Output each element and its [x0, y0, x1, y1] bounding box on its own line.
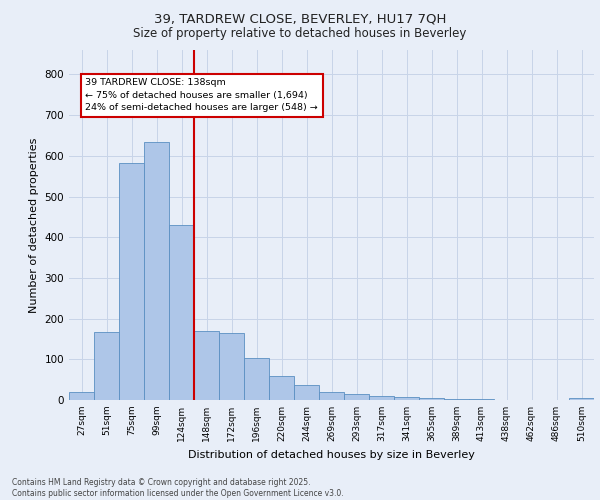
- Bar: [194, 331, 219, 400]
- X-axis label: Distribution of detached houses by size in Beverley: Distribution of detached houses by size …: [188, 450, 475, 460]
- Bar: [394, 396, 419, 400]
- Bar: [244, 358, 269, 400]
- Text: Contains HM Land Registry data © Crown copyright and database right 2025.
Contai: Contains HM Land Registry data © Crown c…: [12, 478, 344, 498]
- Bar: [444, 399, 469, 400]
- Text: Size of property relative to detached houses in Beverley: Size of property relative to detached ho…: [133, 28, 467, 40]
- Bar: [169, 225, 194, 400]
- Bar: [94, 332, 119, 400]
- Text: 39, TARDREW CLOSE, BEVERLEY, HU17 7QH: 39, TARDREW CLOSE, BEVERLEY, HU17 7QH: [154, 12, 446, 26]
- Bar: [344, 394, 369, 400]
- Bar: [319, 392, 344, 400]
- Bar: [469, 399, 494, 400]
- Bar: [269, 376, 294, 400]
- Bar: [294, 386, 319, 400]
- Bar: [369, 396, 394, 400]
- Text: 39 TARDREW CLOSE: 138sqm
← 75% of detached houses are smaller (1,694)
24% of sem: 39 TARDREW CLOSE: 138sqm ← 75% of detach…: [85, 78, 318, 112]
- Bar: [119, 163, 144, 400]
- Bar: [419, 398, 444, 400]
- Bar: [569, 398, 594, 400]
- Bar: [69, 392, 94, 400]
- Y-axis label: Number of detached properties: Number of detached properties: [29, 138, 39, 312]
- Bar: [219, 333, 244, 400]
- Bar: [144, 142, 169, 400]
